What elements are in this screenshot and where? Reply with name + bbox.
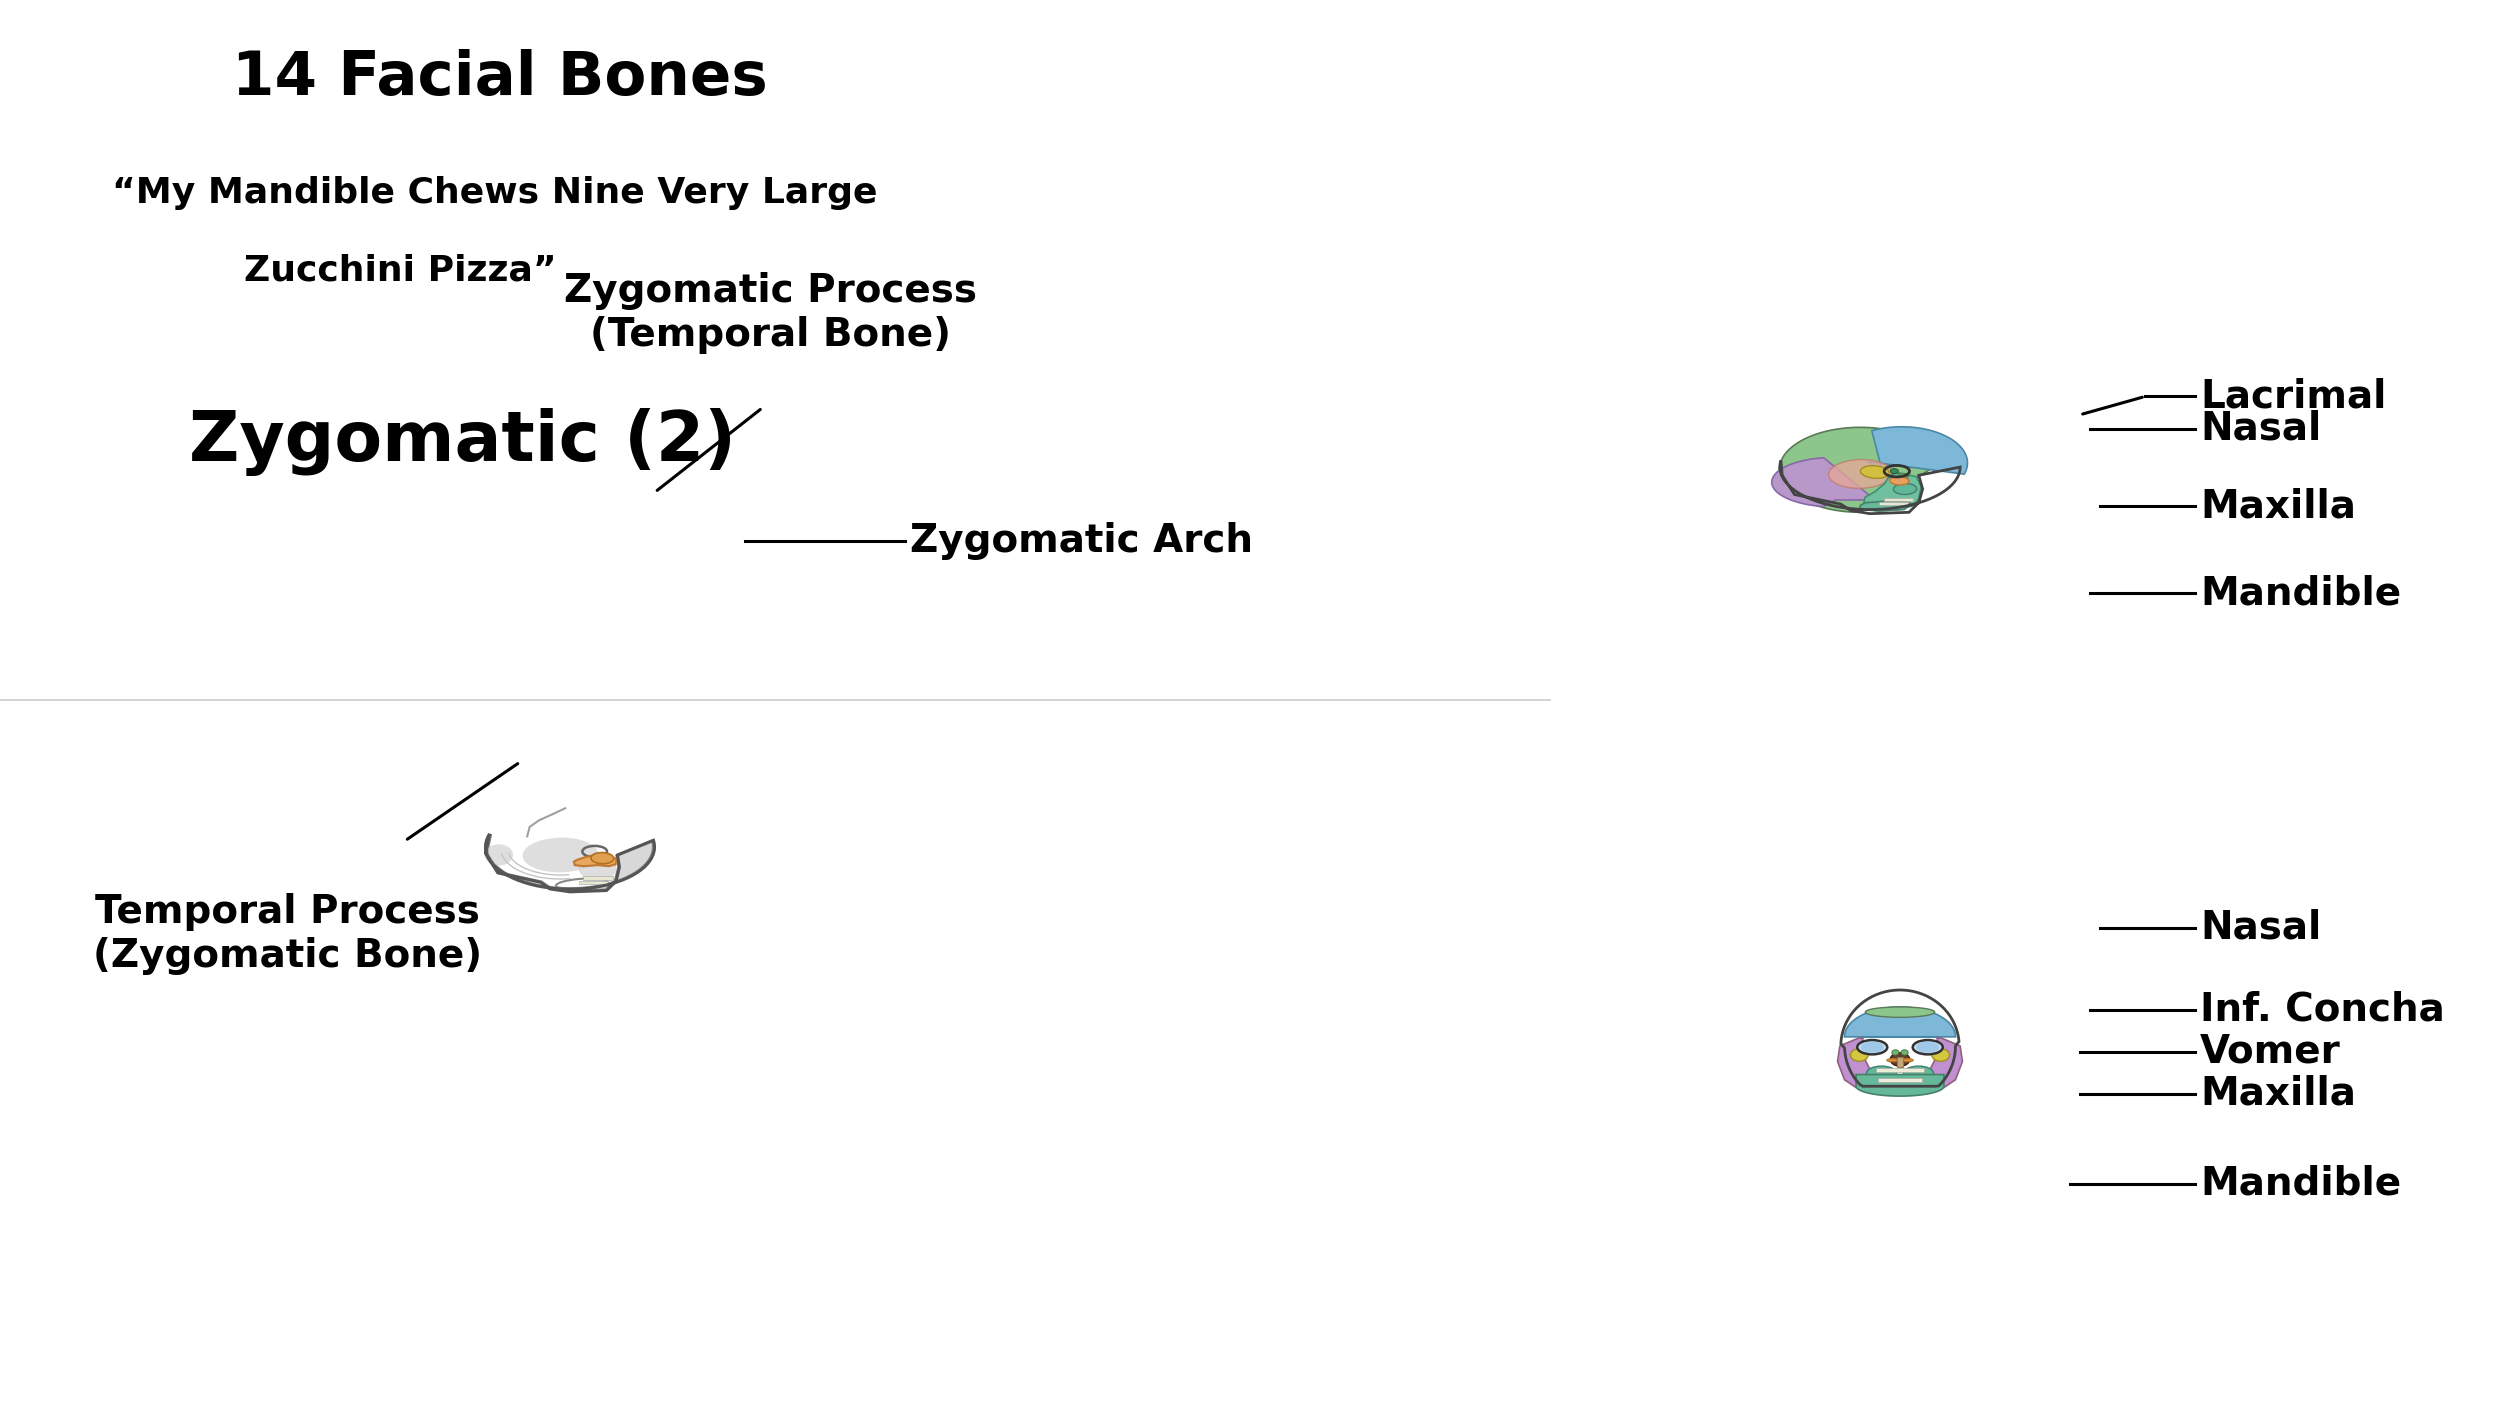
Ellipse shape (1898, 474, 1908, 478)
Text: Zucchini Pizza”: Zucchini Pizza” (242, 253, 558, 287)
Text: Nasal: Nasal (2200, 409, 2320, 449)
Text: Vomer: Vomer (2200, 1032, 2340, 1071)
Polygon shape (1862, 472, 1920, 510)
Ellipse shape (1890, 477, 1910, 485)
Bar (582, 876, 612, 880)
Ellipse shape (1900, 1050, 1908, 1054)
Text: Temporal Process
(Zygomatic Bone): Temporal Process (Zygomatic Bone) (92, 893, 482, 974)
Polygon shape (488, 834, 652, 891)
Text: Lacrimal: Lacrimal (2200, 377, 2388, 416)
Text: Zygomatic (2): Zygomatic (2) (190, 408, 735, 475)
Text: Nasal: Nasal (2200, 908, 2320, 948)
Polygon shape (1780, 427, 1940, 512)
Ellipse shape (1828, 460, 1892, 488)
Polygon shape (1838, 1038, 1870, 1088)
Ellipse shape (1860, 1042, 1885, 1053)
Text: Maxilla: Maxilla (2200, 1074, 2355, 1114)
Bar (1875, 1067, 1925, 1071)
Ellipse shape (1860, 465, 1890, 478)
Ellipse shape (1902, 1059, 1912, 1062)
Bar (1882, 498, 1912, 502)
Text: Inf. Concha: Inf. Concha (2200, 990, 2445, 1029)
Ellipse shape (1858, 1040, 1888, 1054)
Ellipse shape (1890, 468, 1898, 474)
Polygon shape (1930, 1038, 1962, 1088)
Ellipse shape (578, 856, 618, 880)
Ellipse shape (1932, 1049, 1950, 1062)
Ellipse shape (590, 852, 612, 863)
Ellipse shape (1915, 1042, 1940, 1053)
Ellipse shape (1892, 1050, 1900, 1054)
Ellipse shape (485, 844, 512, 866)
Ellipse shape (1865, 1007, 1935, 1018)
Polygon shape (1855, 1074, 1945, 1097)
Polygon shape (1860, 502, 1912, 510)
Ellipse shape (1892, 484, 1918, 495)
Bar (578, 882, 608, 884)
Text: “My Mandible Chews Nine Very Large: “My Mandible Chews Nine Very Large (112, 176, 878, 209)
Bar (1878, 1078, 1922, 1083)
Text: Mandible: Mandible (2200, 574, 2400, 613)
Text: Maxilla: Maxilla (2200, 486, 2355, 526)
Ellipse shape (522, 838, 598, 872)
Text: Mandible: Mandible (2200, 1164, 2400, 1204)
Bar (1880, 502, 1908, 505)
Ellipse shape (1890, 1053, 1910, 1066)
Ellipse shape (1850, 1049, 1868, 1062)
Polygon shape (1845, 1007, 1955, 1036)
Ellipse shape (1902, 1066, 1932, 1080)
Text: Zygomatic Process
(Temporal Bone): Zygomatic Process (Temporal Bone) (562, 273, 978, 354)
Ellipse shape (1912, 1040, 1942, 1054)
Polygon shape (1868, 427, 1968, 474)
Ellipse shape (1868, 1066, 1898, 1080)
Text: 14 Facial Bones: 14 Facial Bones (232, 49, 768, 108)
Ellipse shape (1888, 1059, 1898, 1062)
Polygon shape (1772, 458, 1875, 506)
Polygon shape (575, 855, 618, 866)
Text: Zygomatic Arch: Zygomatic Arch (910, 522, 1252, 561)
Bar (1898, 1057, 1902, 1067)
